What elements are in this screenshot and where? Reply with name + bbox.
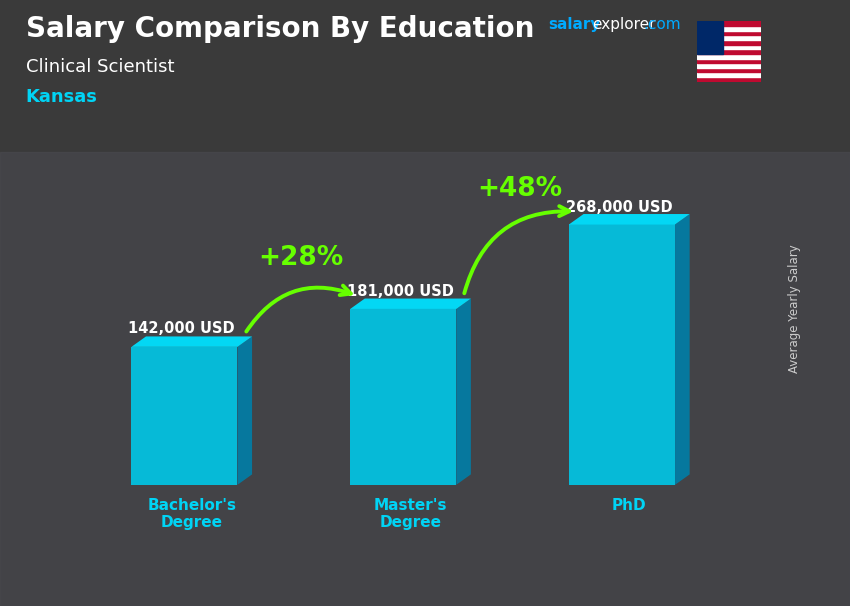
Bar	[697, 59, 761, 63]
Bar	[697, 49, 761, 54]
Text: PhD: PhD	[612, 498, 647, 513]
Polygon shape	[569, 214, 689, 224]
Text: 142,000 USD: 142,000 USD	[128, 321, 235, 336]
Text: 181,000 USD: 181,000 USD	[347, 284, 454, 299]
Polygon shape	[132, 336, 252, 347]
Bar	[697, 77, 761, 82]
Polygon shape	[132, 347, 237, 485]
Polygon shape	[350, 299, 471, 309]
Text: +28%: +28%	[258, 245, 343, 271]
Text: .com: .com	[643, 17, 681, 32]
Bar	[697, 63, 761, 68]
Bar	[697, 73, 761, 77]
Bar	[697, 30, 761, 35]
Bar	[0, 152, 850, 606]
Bar	[697, 21, 722, 54]
Text: 268,000 USD: 268,000 USD	[566, 201, 672, 215]
Bar	[697, 40, 761, 44]
Text: +48%: +48%	[478, 176, 563, 202]
Text: salary: salary	[548, 17, 601, 32]
Bar	[697, 68, 761, 73]
Text: Average Yearly Salary: Average Yearly Salary	[788, 245, 802, 373]
Polygon shape	[456, 299, 471, 485]
Polygon shape	[569, 224, 675, 485]
Text: Master's
Degree: Master's Degree	[374, 498, 447, 530]
Bar	[697, 26, 761, 30]
Bar	[697, 21, 761, 26]
Text: explorer: explorer	[592, 17, 656, 32]
Polygon shape	[350, 309, 456, 485]
Text: Bachelor's
Degree: Bachelor's Degree	[147, 498, 236, 530]
Polygon shape	[675, 214, 689, 485]
Bar	[697, 44, 761, 49]
Text: Kansas: Kansas	[26, 88, 98, 106]
Text: Salary Comparison By Education: Salary Comparison By Education	[26, 15, 534, 43]
Bar	[697, 35, 761, 40]
Bar	[697, 54, 761, 59]
Text: Clinical Scientist: Clinical Scientist	[26, 58, 174, 76]
Polygon shape	[237, 336, 252, 485]
